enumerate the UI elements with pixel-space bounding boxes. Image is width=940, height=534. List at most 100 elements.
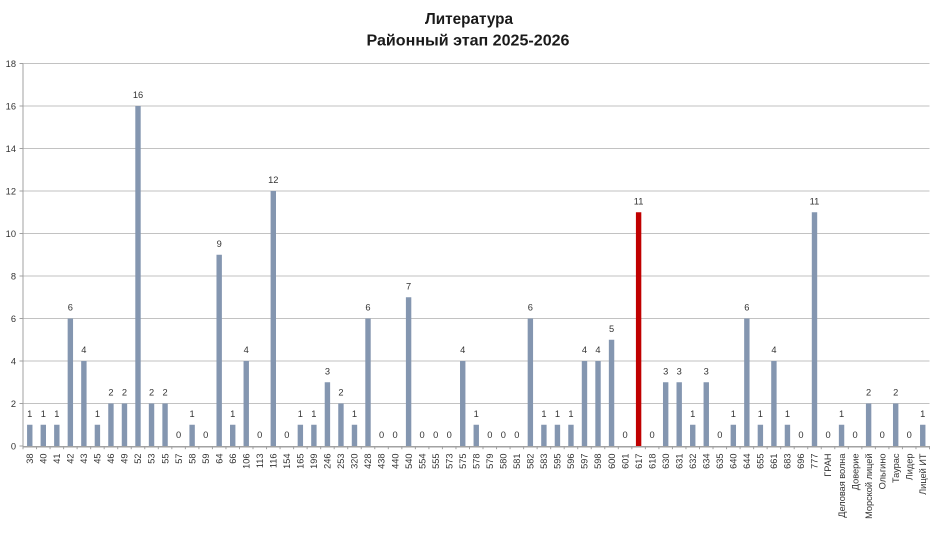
svg-text:0: 0 xyxy=(501,430,506,440)
svg-text:64: 64 xyxy=(214,454,224,464)
svg-text:777: 777 xyxy=(810,454,820,469)
svg-text:618: 618 xyxy=(647,454,657,469)
svg-text:58: 58 xyxy=(187,454,197,464)
svg-text:40: 40 xyxy=(38,454,48,464)
svg-text:0: 0 xyxy=(798,430,803,440)
svg-text:46: 46 xyxy=(106,454,116,464)
svg-text:Доверие: Доверие xyxy=(850,454,860,491)
svg-text:632: 632 xyxy=(688,454,698,469)
svg-text:597: 597 xyxy=(580,454,590,469)
svg-text:6: 6 xyxy=(68,303,73,313)
svg-text:644: 644 xyxy=(742,454,752,469)
svg-text:116: 116 xyxy=(269,454,279,469)
svg-text:113: 113 xyxy=(255,454,265,469)
svg-text:1: 1 xyxy=(230,409,235,419)
svg-text:1: 1 xyxy=(298,409,303,419)
svg-text:0: 0 xyxy=(379,430,384,440)
svg-text:583: 583 xyxy=(539,454,549,469)
svg-text:579: 579 xyxy=(485,454,495,469)
svg-text:106: 106 xyxy=(241,454,251,469)
svg-text:428: 428 xyxy=(363,454,373,469)
svg-text:595: 595 xyxy=(553,454,563,469)
svg-text:598: 598 xyxy=(593,454,603,469)
svg-text:0: 0 xyxy=(825,430,830,440)
svg-text:0: 0 xyxy=(392,430,397,440)
svg-text:0: 0 xyxy=(514,430,519,440)
svg-text:661: 661 xyxy=(769,454,779,469)
svg-text:601: 601 xyxy=(620,454,630,469)
svg-text:1: 1 xyxy=(190,409,195,419)
svg-text:1: 1 xyxy=(758,409,763,419)
svg-text:540: 540 xyxy=(404,454,414,469)
svg-text:0: 0 xyxy=(447,430,452,440)
svg-text:4: 4 xyxy=(595,345,600,355)
svg-text:14: 14 xyxy=(6,144,16,154)
svg-text:1: 1 xyxy=(27,409,32,419)
svg-text:3: 3 xyxy=(677,366,682,376)
svg-text:0: 0 xyxy=(650,430,655,440)
svg-text:0: 0 xyxy=(257,430,262,440)
svg-text:9: 9 xyxy=(217,239,222,249)
svg-text:696: 696 xyxy=(796,454,806,469)
svg-text:6: 6 xyxy=(528,303,533,313)
svg-text:4: 4 xyxy=(81,345,86,355)
svg-text:0: 0 xyxy=(880,430,885,440)
svg-text:12: 12 xyxy=(6,186,16,196)
svg-text:ГРАН: ГРАН xyxy=(823,454,833,477)
svg-text:16: 16 xyxy=(6,101,16,111)
svg-text:1: 1 xyxy=(352,409,357,419)
svg-text:1: 1 xyxy=(474,409,479,419)
svg-text:1: 1 xyxy=(311,409,316,419)
svg-text:6: 6 xyxy=(11,314,16,324)
svg-text:6: 6 xyxy=(744,303,749,313)
svg-text:3: 3 xyxy=(325,366,330,376)
svg-text:1: 1 xyxy=(920,409,925,419)
svg-text:0: 0 xyxy=(853,430,858,440)
svg-text:580: 580 xyxy=(499,454,509,469)
svg-text:1: 1 xyxy=(541,409,546,419)
svg-text:16: 16 xyxy=(133,90,143,100)
svg-text:596: 596 xyxy=(566,454,576,469)
svg-text:2: 2 xyxy=(893,388,898,398)
svg-text:42: 42 xyxy=(66,454,76,464)
svg-text:0: 0 xyxy=(717,430,722,440)
svg-text:18: 18 xyxy=(6,59,16,69)
svg-text:0: 0 xyxy=(907,430,912,440)
svg-text:2: 2 xyxy=(338,388,343,398)
svg-text:635: 635 xyxy=(715,454,725,469)
svg-text:630: 630 xyxy=(661,454,671,469)
svg-text:0: 0 xyxy=(203,430,208,440)
svg-text:49: 49 xyxy=(120,454,130,464)
svg-text:7: 7 xyxy=(406,281,411,291)
svg-text:634: 634 xyxy=(701,454,711,469)
svg-text:38: 38 xyxy=(25,454,35,464)
svg-text:4: 4 xyxy=(244,345,249,355)
svg-text:Ольгино: Ольгино xyxy=(877,454,887,490)
svg-text:0: 0 xyxy=(420,430,425,440)
svg-text:655: 655 xyxy=(756,454,766,469)
svg-text:0: 0 xyxy=(284,430,289,440)
svg-text:Лидер: Лидер xyxy=(904,454,914,481)
svg-text:0: 0 xyxy=(176,430,181,440)
svg-text:43: 43 xyxy=(79,454,89,464)
svg-text:45: 45 xyxy=(93,454,103,464)
svg-text:1: 1 xyxy=(54,409,59,419)
svg-text:246: 246 xyxy=(323,454,333,469)
svg-text:1: 1 xyxy=(731,409,736,419)
svg-text:440: 440 xyxy=(390,454,400,469)
svg-text:11: 11 xyxy=(810,196,820,206)
svg-text:4: 4 xyxy=(771,345,776,355)
svg-text:640: 640 xyxy=(729,454,739,469)
svg-text:11: 11 xyxy=(634,196,644,206)
svg-text:0: 0 xyxy=(487,430,492,440)
svg-text:199: 199 xyxy=(309,454,319,469)
svg-text:4: 4 xyxy=(582,345,587,355)
svg-text:0: 0 xyxy=(433,430,438,440)
svg-text:154: 154 xyxy=(282,454,292,469)
svg-text:Деловая волна: Деловая волна xyxy=(837,453,847,518)
svg-text:4: 4 xyxy=(460,345,465,355)
svg-text:5: 5 xyxy=(609,324,614,334)
svg-text:41: 41 xyxy=(52,454,62,464)
svg-text:59: 59 xyxy=(201,454,211,464)
svg-text:1: 1 xyxy=(839,409,844,419)
